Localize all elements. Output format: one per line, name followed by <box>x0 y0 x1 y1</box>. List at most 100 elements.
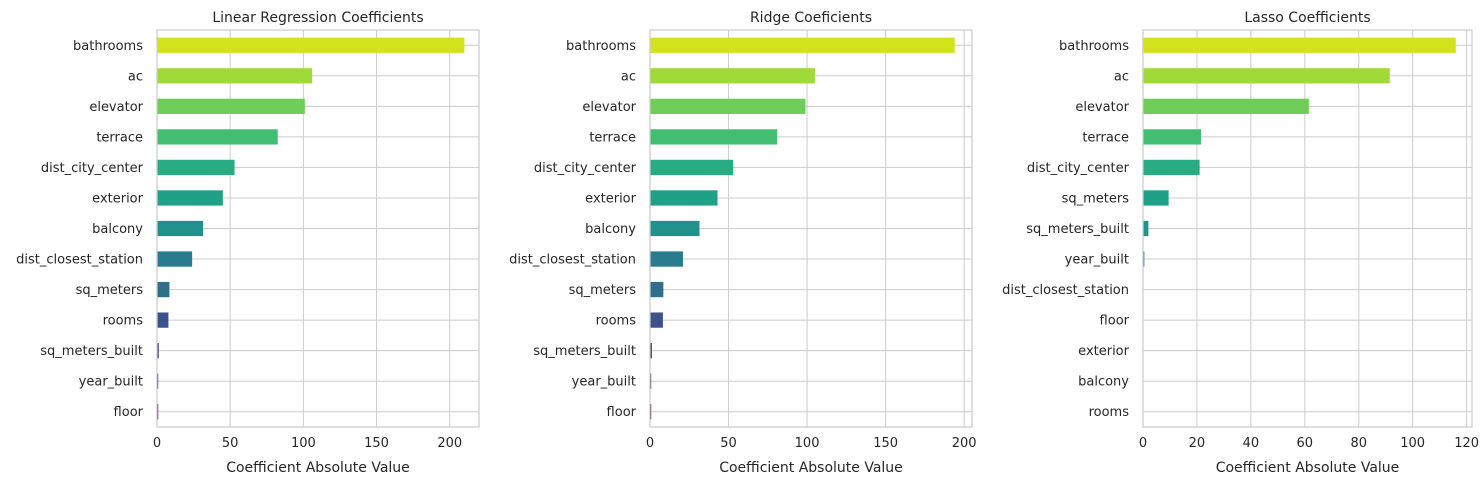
y-tick-label: floor <box>1100 314 1130 329</box>
y-tick-label: ac <box>128 69 143 84</box>
y-tick-label: bathrooms <box>566 39 636 54</box>
axes-frame <box>649 29 973 428</box>
y-tick-label: dist_city_center <box>41 161 144 176</box>
y-tick-label: dist_closest_station <box>1002 283 1129 298</box>
y-tick-label: floor <box>607 405 637 420</box>
bar-bathrooms <box>1143 37 1456 53</box>
chart-title: Linear Regression Coefficients <box>212 10 423 26</box>
y-tick-label: year_built <box>1065 253 1129 268</box>
y-tick-label: ac <box>621 69 636 84</box>
x-tick-label: 20 <box>1189 436 1206 451</box>
y-tick-label: balcony <box>92 222 143 237</box>
bar-exterior <box>650 190 718 206</box>
x-tick-label: 150 <box>364 436 389 451</box>
bar-sq-meters-built <box>1143 220 1149 237</box>
x-tick-label: 50 <box>720 436 737 451</box>
bar-year-built <box>1143 251 1145 267</box>
bar-ac <box>650 68 815 84</box>
x-tick-label: 150 <box>873 436 898 451</box>
y-tick-label: sq_meters_built <box>533 344 636 359</box>
y-tick-label: terrace <box>1082 130 1129 145</box>
y-tick-label: dist_closest_station <box>16 253 143 268</box>
bar-elevator <box>157 98 305 114</box>
y-tick-label: terrace <box>589 130 636 145</box>
y-tick-label: sq_meters_built <box>40 344 143 359</box>
grid-lines <box>1142 30 1472 427</box>
x-tick-label: 0 <box>1139 436 1147 451</box>
bar-ac <box>1143 68 1390 84</box>
y-tick-label: terrace <box>96 130 143 145</box>
y-tick-label: exterior <box>585 191 636 206</box>
bar-elevator <box>650 98 806 114</box>
bars <box>1143 37 1456 267</box>
bar-rooms <box>650 312 663 328</box>
bar-exterior <box>157 190 223 206</box>
y-tick-label: dist_closest_station <box>509 253 636 268</box>
y-tick-label: elevator <box>582 100 636 115</box>
y-tick-label: balcony <box>1078 375 1129 390</box>
bar-balcony <box>650 220 700 237</box>
axes-frame <box>156 29 480 428</box>
bar-balcony <box>157 220 204 237</box>
y-tick-label: exterior <box>1078 344 1129 359</box>
grid-lines <box>156 30 479 427</box>
x-tick-label: 100 <box>795 436 820 451</box>
x-axis-label: Coefficient Absolute Value <box>719 460 903 476</box>
bar-rooms <box>157 312 169 328</box>
x-tick-label: 60 <box>1297 436 1314 451</box>
y-tick-label: floor <box>114 405 144 420</box>
y-tick-label: year_built <box>79 375 143 390</box>
bar-bathrooms <box>650 37 955 53</box>
bar-dist-closest-station <box>650 251 683 267</box>
x-axis-label: Coefficient Absolute Value <box>226 460 410 476</box>
y-tick-label: rooms <box>1089 405 1130 420</box>
x-tick-label: 200 <box>437 436 462 451</box>
bars <box>157 37 465 420</box>
y-tick-label: sq_meters_built <box>1026 222 1129 237</box>
bar-terrace <box>650 129 778 145</box>
y-tick-label: dist_city_center <box>534 161 637 176</box>
y-tick-label: elevator <box>89 100 143 115</box>
y-tick-label: sq_meters <box>1062 191 1130 206</box>
chart-ridge: Ridge Coeficients Coefficient Absolute V… <box>509 10 976 476</box>
bar-dist-city-center <box>1143 159 1200 176</box>
x-tick-labels: 0 50 100 150 200 <box>153 436 462 451</box>
bar-bathrooms <box>157 37 465 53</box>
chart-linear-regression: Linear Regression Coefficients Coefficie… <box>16 10 480 476</box>
y-tick-label: year_built <box>572 375 636 390</box>
x-tick-label: 100 <box>291 436 316 451</box>
bar-terrace <box>157 129 278 145</box>
x-tick-label: 80 <box>1350 436 1367 451</box>
chart-lasso: Lasso Coefficients Coefficient Absolute … <box>1002 10 1479 476</box>
bar-dist-city-center <box>650 159 734 176</box>
y-tick-label: balcony <box>585 222 636 237</box>
axes-frame <box>1142 29 1473 428</box>
x-tick-label: 0 <box>153 436 161 451</box>
bar-sq-meters <box>650 281 664 298</box>
bar-sq-meters-built <box>157 343 159 359</box>
x-tick-label: 120 <box>1454 436 1479 451</box>
bar-sq-meters-built <box>650 343 652 359</box>
bars <box>650 37 955 420</box>
x-tick-label: 200 <box>952 436 977 451</box>
y-tick-label: bathrooms <box>73 39 143 54</box>
x-tick-label: 100 <box>1400 436 1425 451</box>
bar-terrace <box>1143 129 1201 145</box>
chart-title: Lasso Coefficients <box>1244 10 1370 26</box>
x-tick-labels: 0 50 100 150 200 <box>646 436 977 451</box>
bar-sq-meters <box>157 281 170 298</box>
x-axis-label: Coefficient Absolute Value <box>1216 460 1400 476</box>
bar-dist-closest-station <box>157 251 193 267</box>
y-tick-label: sq_meters <box>76 283 144 298</box>
y-tick-labels: bathrooms ac elevator terrace dist_city_cent… <box>1002 39 1129 420</box>
bar-elevator <box>1143 98 1309 114</box>
x-tick-label: 50 <box>222 436 239 451</box>
bar-dist-city-center <box>157 159 235 176</box>
y-tick-label: ac <box>1114 69 1129 84</box>
y-tick-label: exterior <box>92 191 143 206</box>
y-tick-label: dist_city_center <box>1027 161 1130 176</box>
y-tick-label: elevator <box>1075 100 1129 115</box>
x-tick-label: 40 <box>1243 436 1260 451</box>
